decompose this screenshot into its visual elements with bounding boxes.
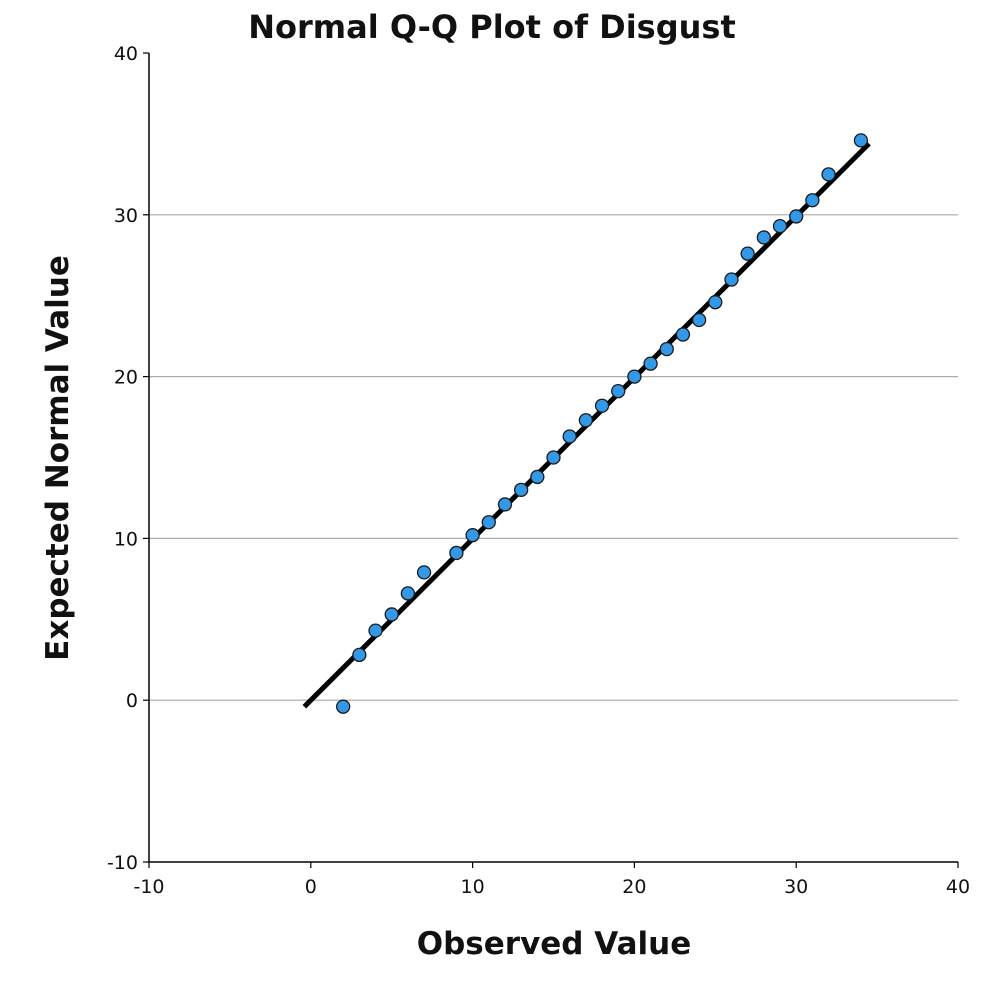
data-point-21	[691, 312, 707, 328]
data-point-22	[708, 295, 723, 310]
y-tick-label-0: -10	[107, 852, 138, 874]
x-tick-label-5: 40	[946, 876, 970, 898]
data-point-6	[449, 545, 464, 561]
data-point-10	[513, 482, 529, 498]
data-point-3	[384, 607, 399, 622]
y-axis-ticks: -10 0 10 20 30 40	[107, 43, 149, 874]
data-point-26	[772, 218, 788, 234]
data-point-29	[821, 167, 836, 182]
x-tick-label-2: 10	[461, 876, 485, 898]
data-point-5	[416, 565, 432, 580]
x-tick-label-4: 30	[784, 876, 808, 898]
y-tick-label-5: 40	[114, 43, 138, 65]
data-point-16	[611, 384, 626, 399]
data-point-28	[805, 193, 820, 208]
data-point-7	[465, 528, 480, 543]
chart-title: Normal Q-Q Plot of Disgust	[248, 8, 736, 46]
data-point-13	[562, 429, 577, 444]
data-point-19	[659, 341, 674, 357]
y-tick-label-4: 30	[114, 205, 138, 227]
x-tick-label-0: -10	[133, 876, 164, 898]
data-point-30	[853, 133, 869, 148]
data-point-15	[594, 398, 610, 413]
y-axis-title: Expected Normal Value	[40, 255, 76, 661]
data-point-4	[400, 586, 416, 601]
data-point-20	[675, 327, 691, 342]
axes	[148, 53, 958, 863]
data-point-11	[530, 469, 545, 485]
data-point-1	[352, 647, 367, 663]
data-point-25	[756, 230, 771, 245]
data-point-17	[627, 369, 642, 384]
data-point-18	[643, 356, 658, 371]
x-axis-ticks: -10 0 10 20 30 40	[133, 862, 970, 898]
data-point-23	[724, 272, 739, 287]
data-point-8	[481, 515, 496, 530]
y-tick-label-2: 10	[114, 528, 138, 550]
data-point-2	[368, 623, 383, 638]
data-point-24	[740, 246, 755, 261]
x-tick-label-3: 20	[622, 876, 646, 898]
data-point-0	[336, 699, 351, 714]
gridlines	[149, 214, 958, 701]
data-point-12	[546, 450, 561, 465]
x-axis-title: Observed Value	[417, 926, 691, 962]
x-tick-label-1: 0	[305, 876, 317, 898]
y-tick-label-3: 20	[114, 367, 138, 389]
data-point-27	[789, 209, 804, 224]
data-point-14	[578, 413, 594, 428]
data-points	[336, 133, 869, 714]
y-tick-label-1: 0	[126, 690, 138, 712]
data-point-9	[497, 497, 513, 512]
